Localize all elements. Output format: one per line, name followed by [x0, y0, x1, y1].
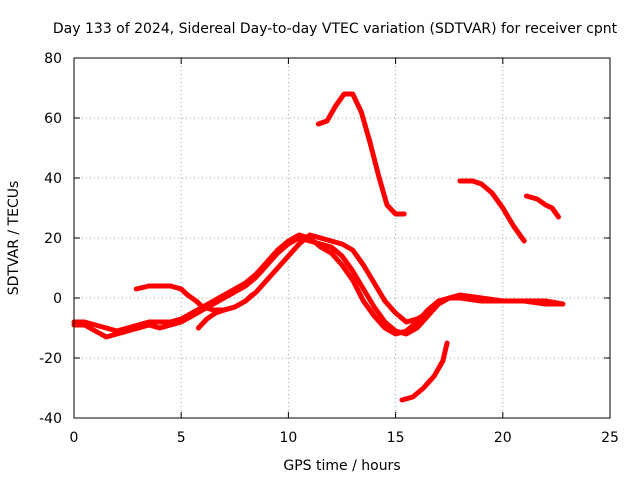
series-track-6 — [457, 178, 527, 244]
axis-ticks: 0 5 10 15 20 25 -40 -20 0 20 40 60 80 — [39, 51, 619, 446]
y-tick-label: 60 — [44, 111, 62, 127]
x-tick-label: 15 — [387, 430, 405, 446]
y-tick-label: 0 — [53, 291, 62, 307]
chart-title: Day 133 of 2024, Sidereal Day-to-day VTE… — [53, 21, 618, 37]
series-track-3 — [133, 232, 463, 325]
x-tick-label: 5 — [177, 430, 186, 446]
series-track-5 — [315, 91, 407, 217]
y-tick-label: -20 — [39, 351, 62, 367]
x-tick-label: 20 — [494, 430, 512, 446]
x-tick-label: 25 — [601, 430, 619, 446]
x-axis-title: GPS time / hours — [283, 458, 400, 474]
series-track-8 — [399, 340, 450, 403]
plot-area — [71, 91, 566, 403]
x-tick-label: 0 — [70, 430, 79, 446]
y-tick-label: 40 — [44, 171, 62, 187]
y-tick-label: 80 — [44, 51, 62, 67]
series-track-4 — [195, 292, 255, 331]
y-tick-label: 20 — [44, 231, 62, 247]
grid-lines — [74, 58, 610, 418]
series-track-7 — [523, 193, 561, 220]
y-axis-title: SDTVAR / TECUs — [6, 181, 22, 296]
y-tick-label: -40 — [39, 411, 62, 427]
x-tick-label: 10 — [279, 430, 297, 446]
